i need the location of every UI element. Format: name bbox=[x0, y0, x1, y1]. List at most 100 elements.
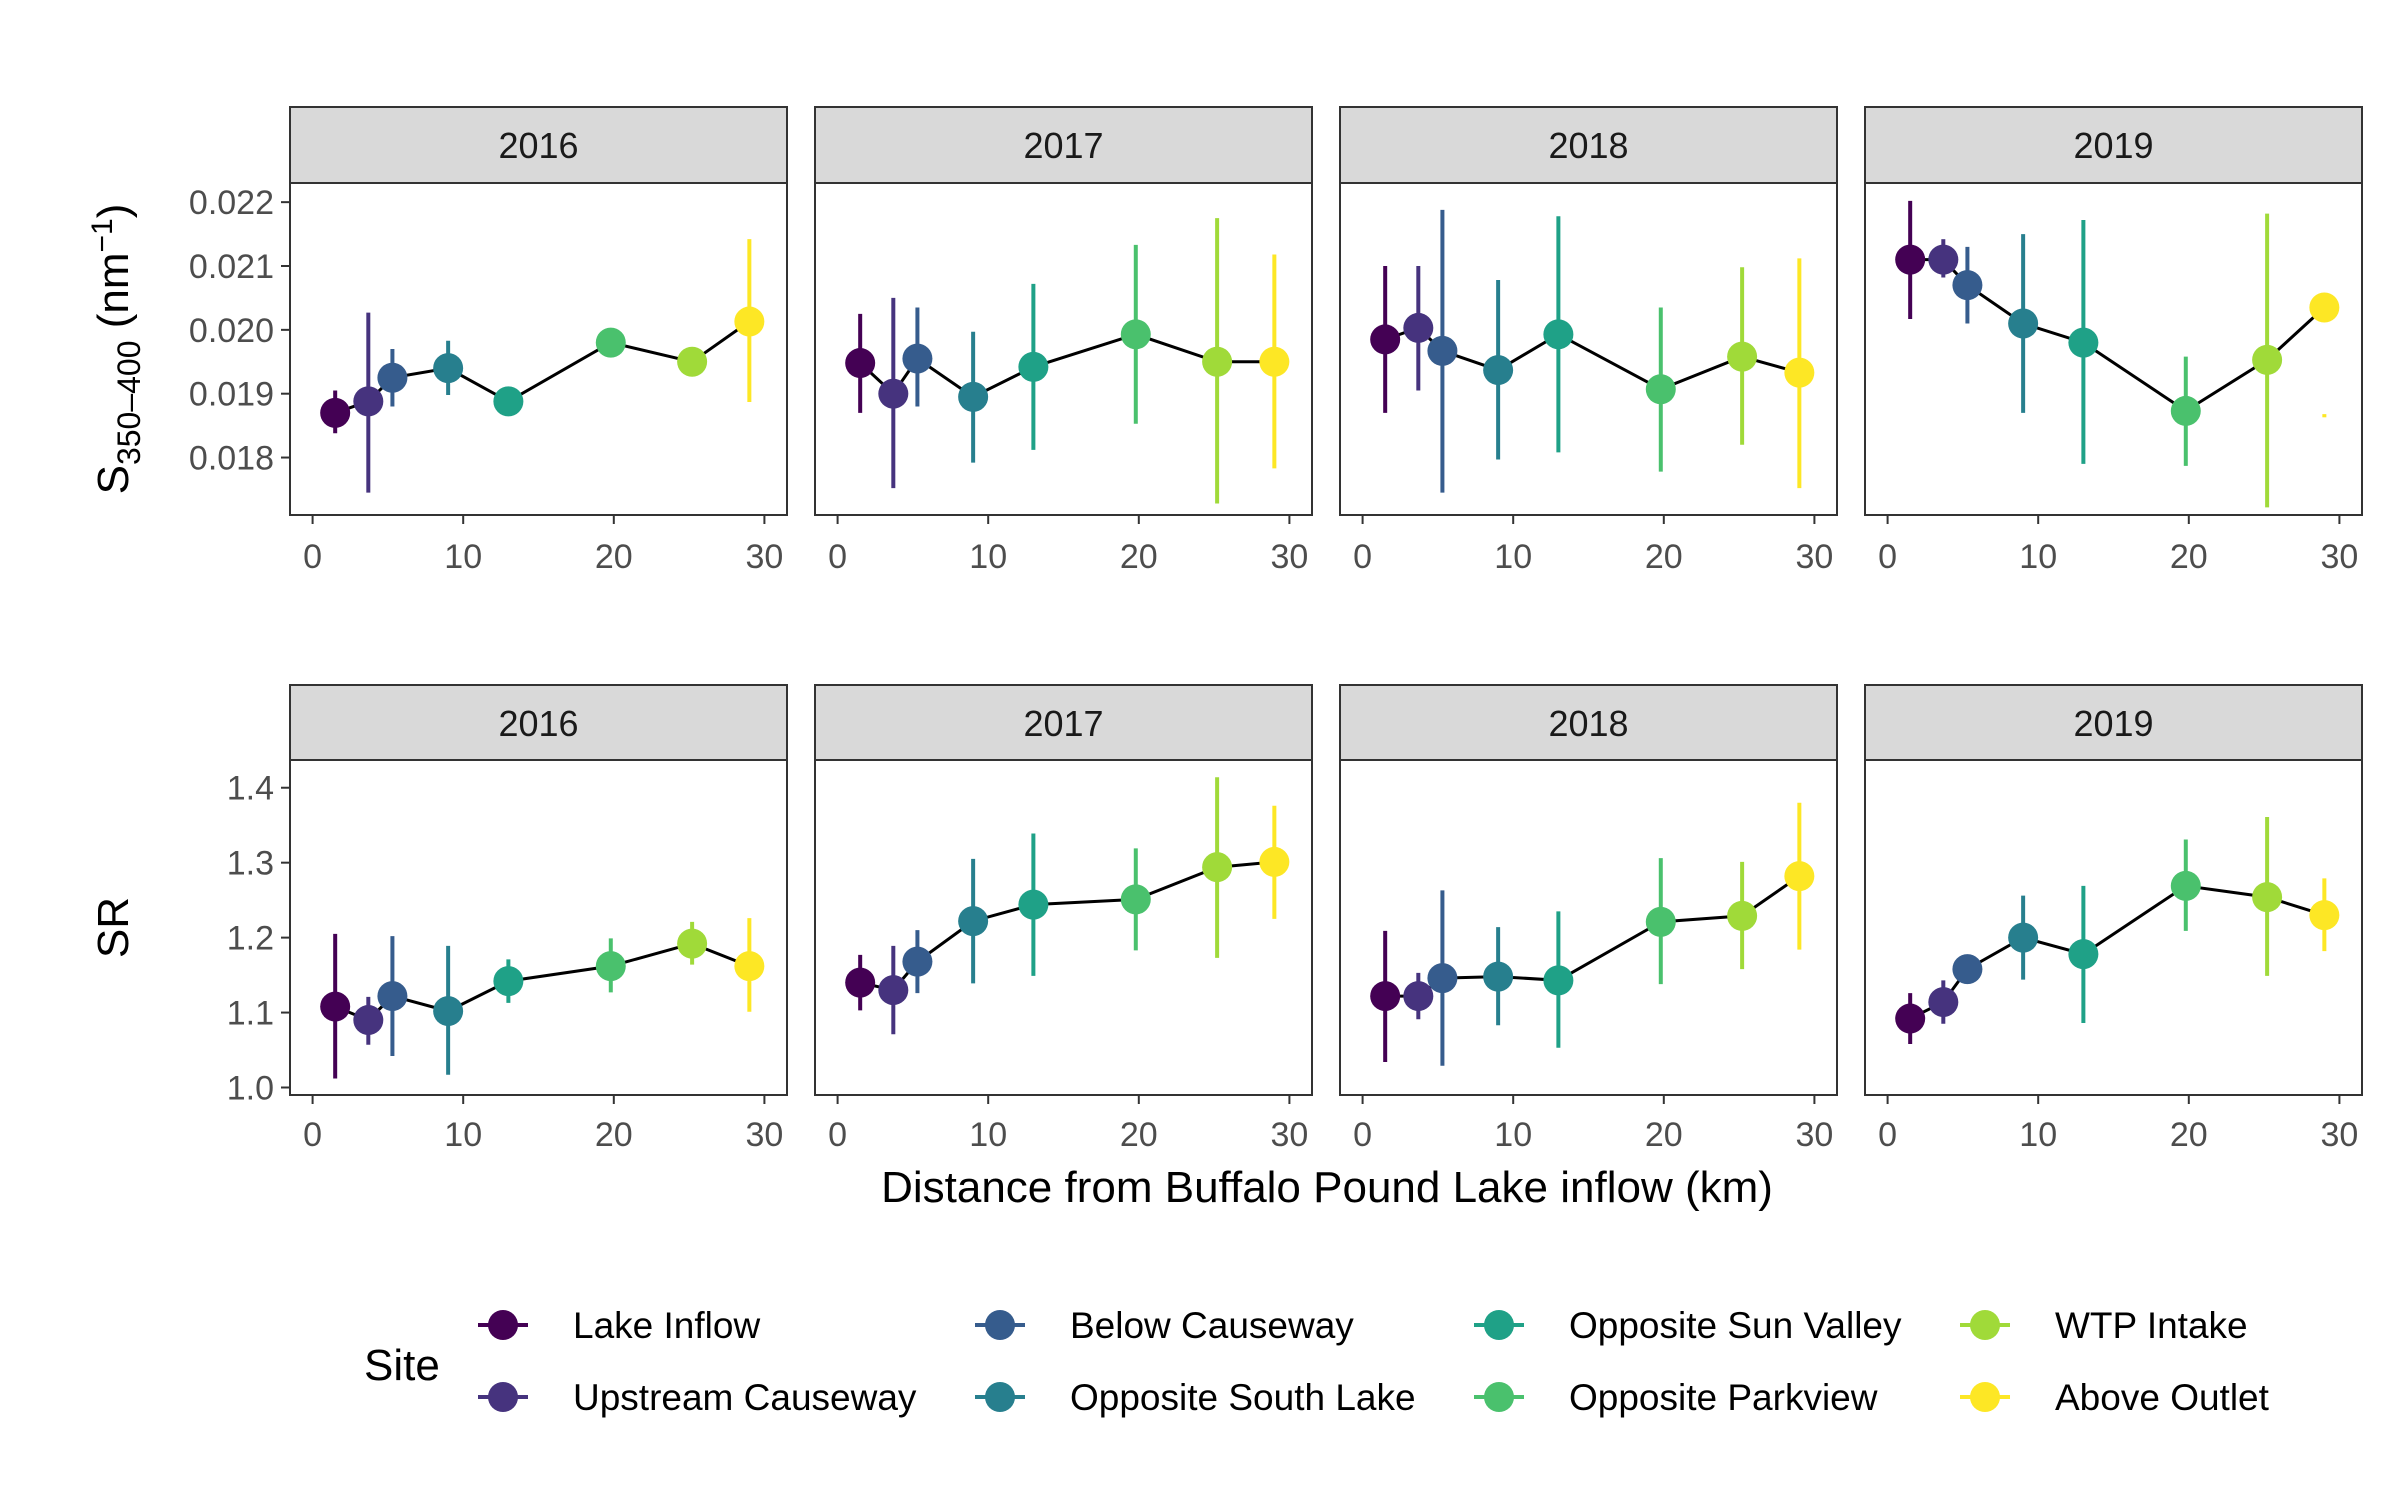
y-tick-label: 1.2 bbox=[227, 920, 274, 958]
x-tick-label: 30 bbox=[745, 538, 783, 576]
x-tick-label: 30 bbox=[1795, 1116, 1833, 1154]
legend-key-point bbox=[1484, 1310, 1514, 1340]
data-point bbox=[493, 386, 524, 417]
facet-strip bbox=[1339, 684, 1838, 762]
data-point bbox=[1427, 963, 1458, 994]
data-point bbox=[1928, 244, 1959, 275]
data-point bbox=[2068, 327, 2099, 358]
data-point bbox=[958, 381, 989, 412]
data-point bbox=[1259, 346, 1290, 377]
legend-item: Opposite South Lake bbox=[975, 1377, 1416, 1418]
facet-b-2017: 2017 0 10 20 30 bbox=[814, 684, 1313, 1154]
legend-label: Lake Inflow bbox=[573, 1305, 760, 1346]
data-point bbox=[845, 348, 876, 379]
facet-strip bbox=[289, 106, 788, 184]
facet-a-2019: 2019 0 10 20 30 bbox=[1864, 106, 2363, 576]
panel-frame bbox=[814, 182, 1313, 516]
data-point bbox=[902, 946, 933, 977]
y-tick-label: 0.021 bbox=[189, 248, 274, 286]
legend-item: Lake Inflow bbox=[478, 1305, 760, 1346]
x-tick-label: 20 bbox=[1120, 1116, 1158, 1154]
x-tick-label: 0 bbox=[828, 538, 847, 576]
legend-item: WTP Intake bbox=[1960, 1305, 2248, 1346]
data-point bbox=[1018, 889, 1049, 920]
x-tick-label: 10 bbox=[444, 538, 482, 576]
data-point bbox=[878, 975, 909, 1006]
x-tick-label: 30 bbox=[2320, 1116, 2358, 1154]
facet-strip-label: 2018 bbox=[1548, 125, 1628, 166]
x-tick-label: 0 bbox=[1878, 538, 1897, 576]
data-point bbox=[2309, 900, 2340, 931]
x-tick-label: 20 bbox=[2170, 538, 2208, 576]
data-point bbox=[377, 362, 408, 393]
legend-key-point bbox=[985, 1310, 1015, 1340]
data-point bbox=[902, 343, 933, 374]
y-tick-label: 0.019 bbox=[189, 376, 274, 414]
data-point bbox=[1784, 861, 1815, 892]
data-point bbox=[677, 928, 708, 959]
data-point bbox=[958, 906, 989, 937]
data-point bbox=[1259, 846, 1290, 877]
x-tick-label: 10 bbox=[2019, 538, 2057, 576]
facet-strip-label: 2016 bbox=[498, 125, 578, 166]
legend-title: Site bbox=[364, 1341, 440, 1390]
data-point bbox=[493, 966, 524, 997]
data-point bbox=[2252, 344, 2283, 375]
data-point bbox=[1784, 357, 1815, 388]
x-tick-label: 20 bbox=[1645, 538, 1683, 576]
legend-key-point bbox=[1484, 1382, 1514, 1412]
y-tick-label: 1.0 bbox=[227, 1070, 274, 1108]
legend-label: Above Outlet bbox=[2055, 1377, 2270, 1418]
y-tick-label: 0.020 bbox=[189, 312, 274, 350]
x-tick-label: 20 bbox=[595, 1116, 633, 1154]
legend: Lake Inflow Upstream Causeway Below Causew… bbox=[478, 1305, 2270, 1418]
plot-row-a: S350–400 (nm−1) 0.018 0.019 0.020 0.021 0.022… bbox=[86, 106, 2363, 576]
x-tick-label: 10 bbox=[1494, 1116, 1532, 1154]
data-point bbox=[734, 306, 765, 337]
legend-item: Upstream Causeway bbox=[478, 1377, 917, 1418]
data-point bbox=[1895, 244, 1926, 275]
x-tick-label: 0 bbox=[303, 538, 322, 576]
data-point bbox=[2008, 922, 2039, 953]
legend-item: Opposite Sun Valley bbox=[1474, 1305, 1902, 1346]
x-tick-label: 10 bbox=[444, 1116, 482, 1154]
facet-b-2016: 2016 0 10 20 30 bbox=[289, 684, 788, 1154]
x-tick-label: 0 bbox=[1353, 538, 1372, 576]
data-point bbox=[433, 996, 464, 1027]
facet-strip bbox=[1339, 106, 1838, 184]
data-point bbox=[1018, 351, 1049, 382]
facet-a-2017: 2017 0 10 20 30 bbox=[814, 106, 1313, 576]
data-point bbox=[677, 346, 708, 377]
legend-label: WTP Intake bbox=[2055, 1305, 2248, 1346]
x-tick-label: 30 bbox=[1270, 1116, 1308, 1154]
panel-frame bbox=[289, 182, 788, 516]
x-axis-title: Distance from Buffalo Pound Lake inflow … bbox=[881, 1163, 1773, 1212]
legend-key-point bbox=[488, 1382, 518, 1412]
facet-strip bbox=[1864, 684, 2363, 762]
facet-b-2018: 2018 0 10 20 30 bbox=[1339, 684, 1838, 1154]
x-tick-label: 30 bbox=[745, 1116, 783, 1154]
legend-label: Opposite Sun Valley bbox=[1569, 1305, 1902, 1346]
y-tick-label: 1.3 bbox=[227, 845, 274, 883]
data-point bbox=[433, 353, 464, 384]
legend-item: Above Outlet bbox=[1960, 1377, 2270, 1418]
data-point bbox=[595, 327, 626, 358]
plot-rows: S350–400 (nm−1) 0.018 0.019 0.020 0.021 0.022… bbox=[86, 106, 2363, 1154]
data-point bbox=[1202, 852, 1233, 883]
x-tick-label: 30 bbox=[1270, 538, 1308, 576]
facet-strip bbox=[814, 684, 1313, 762]
data-point bbox=[1427, 335, 1458, 366]
data-point bbox=[1120, 319, 1151, 350]
panel-frame bbox=[814, 759, 1313, 1096]
facet-strip-label: 2017 bbox=[1023, 703, 1103, 744]
x-tick-label: 10 bbox=[969, 538, 1007, 576]
data-point bbox=[1727, 341, 1758, 372]
facet-strip bbox=[1864, 106, 2363, 184]
data-point bbox=[1483, 961, 1514, 992]
data-point bbox=[377, 981, 408, 1012]
facet-b-2019: 2019 0 10 20 30 bbox=[1864, 684, 2363, 1154]
facet-a-2018: 2018 0 10 20 30 bbox=[1339, 106, 1838, 576]
data-point bbox=[2309, 292, 2340, 323]
facet-strip-label: 2019 bbox=[2073, 703, 2153, 744]
